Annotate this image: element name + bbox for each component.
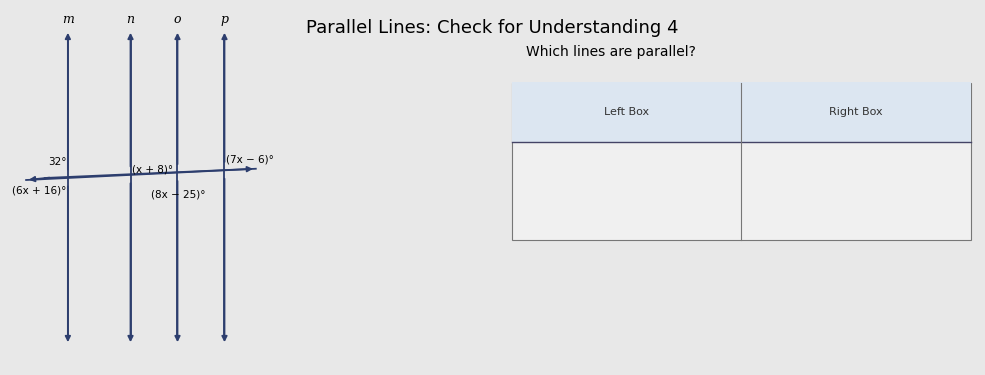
Text: o: o [173,13,181,26]
FancyBboxPatch shape [512,82,970,240]
Text: n: n [126,13,135,26]
Text: Right Box: Right Box [829,107,883,117]
Text: (7x − 6)°: (7x − 6)° [226,154,274,164]
Bar [742,82,970,142]
Text: Which lines are parallel?: Which lines are parallel? [527,45,696,59]
Text: (6x + 16)°: (6x + 16)° [12,186,66,196]
Text: (8x − 25)°: (8x − 25)° [152,189,206,200]
Bar [512,82,742,142]
Text: m: m [62,13,74,26]
Text: Parallel Lines: Check for Understanding 4: Parallel Lines: Check for Understanding … [306,19,679,37]
Text: Left Box: Left Box [604,107,649,117]
Text: p: p [221,13,229,26]
Text: (x + 8)°: (x + 8)° [132,164,172,174]
Text: 32°: 32° [48,157,66,167]
